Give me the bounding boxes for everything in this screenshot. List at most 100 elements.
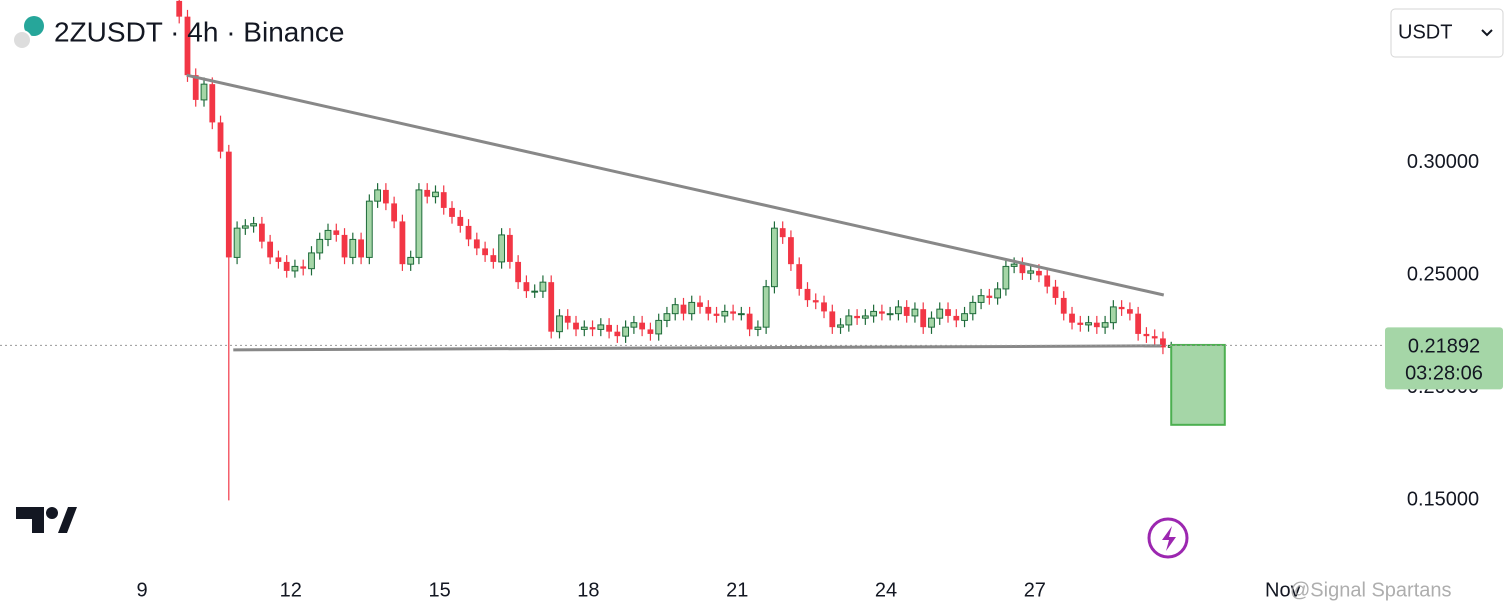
candle-body xyxy=(192,75,199,100)
candle-body xyxy=(886,313,894,316)
candle-body xyxy=(258,223,265,242)
currency-dropdown[interactable] xyxy=(1390,8,1504,58)
lightning-button[interactable] xyxy=(1147,517,1189,559)
x-tick-label: 15 xyxy=(428,579,450,601)
candle-body xyxy=(424,189,431,197)
last-price-label: 0.21892 xyxy=(1408,336,1480,358)
candle-body xyxy=(796,264,803,289)
overlay: 0.21892 03:28:06 @Signal Spartans xyxy=(0,73,1503,601)
x-tick-label: 18 xyxy=(577,579,599,601)
candle-body xyxy=(1127,309,1133,314)
candle-body xyxy=(705,306,712,314)
candle-body xyxy=(1160,338,1166,348)
candle-body xyxy=(523,282,530,292)
candle-body xyxy=(597,324,605,330)
candle-body xyxy=(482,248,488,256)
candle-body xyxy=(580,326,588,330)
candle-body xyxy=(283,261,290,271)
x-tick-label: 12 xyxy=(280,579,302,601)
candle-body xyxy=(697,302,703,307)
candle-body xyxy=(365,200,373,258)
candle-body xyxy=(647,329,654,334)
candle-body xyxy=(391,203,398,222)
candle-body xyxy=(407,256,415,265)
candle-body xyxy=(1036,270,1042,276)
candle-body xyxy=(928,317,935,328)
last-price-box xyxy=(1385,327,1503,390)
candle-body xyxy=(1093,322,1100,328)
dropdown-arrow xyxy=(1481,29,1493,37)
candle-body xyxy=(291,265,299,272)
candle-body xyxy=(1151,336,1158,339)
symbol-icon xyxy=(12,16,44,50)
candle-body xyxy=(870,310,878,317)
candle-body xyxy=(539,281,547,292)
candle-body xyxy=(994,288,1002,299)
x-tick-label: Nov xyxy=(1265,579,1301,601)
candle-body xyxy=(1002,265,1010,290)
candle-body xyxy=(333,230,340,235)
y-tick-label: 0.15000 xyxy=(1407,489,1479,511)
candle-body xyxy=(762,286,770,328)
x-tick-label: 27 xyxy=(1024,579,1046,601)
candle-body xyxy=(655,319,663,335)
candle-body xyxy=(498,234,506,263)
candle-body xyxy=(1085,322,1092,326)
candle-body xyxy=(564,315,571,323)
candle-body xyxy=(415,189,423,258)
countdown: 03:28:06 xyxy=(1405,363,1483,385)
candle-body xyxy=(217,122,224,152)
trendline xyxy=(186,73,1165,297)
candle-body xyxy=(861,315,869,319)
candle-body xyxy=(176,0,183,17)
candle-body xyxy=(977,295,985,303)
candle-body xyxy=(754,326,762,330)
candle-body xyxy=(399,221,406,265)
candle-body xyxy=(1010,263,1018,267)
candle-body xyxy=(556,315,563,333)
candle-body xyxy=(1044,275,1051,287)
candle-body xyxy=(275,257,282,262)
candle-body xyxy=(225,151,232,258)
candle-body xyxy=(713,313,720,316)
candle-body xyxy=(200,83,208,101)
candle-body xyxy=(1135,313,1142,334)
candle-body xyxy=(1101,322,1109,328)
candle-body xyxy=(374,189,382,202)
candle-body xyxy=(936,308,944,319)
candle-body xyxy=(779,228,786,238)
candle-body xyxy=(945,309,951,316)
candle-body xyxy=(680,304,687,314)
candle-body xyxy=(746,313,753,330)
candle-body xyxy=(531,290,539,293)
tradingview-logo xyxy=(16,507,77,533)
candle-body xyxy=(1060,297,1067,314)
candle-body xyxy=(250,223,258,227)
candle-body xyxy=(300,266,307,269)
candle-body xyxy=(812,300,819,303)
candle-body xyxy=(184,16,191,76)
candle-body xyxy=(1069,313,1075,323)
candle-body xyxy=(358,239,364,258)
candle-body xyxy=(737,313,745,316)
candle-body xyxy=(473,239,480,249)
coin-icon xyxy=(12,30,32,50)
y-tick-label: 0.25000 xyxy=(1407,264,1479,286)
candle-body xyxy=(233,227,241,258)
x-tick-label: 24 xyxy=(875,579,897,601)
candle-body xyxy=(895,306,902,315)
candle-body xyxy=(663,313,671,321)
candle-body xyxy=(986,295,993,298)
candle-body xyxy=(639,322,646,330)
candle-body xyxy=(854,315,860,319)
candle-body xyxy=(837,324,844,328)
candle-body xyxy=(316,238,324,254)
candle-body xyxy=(630,322,638,328)
candle-body xyxy=(804,288,811,301)
candle-body xyxy=(449,207,455,217)
plot-area: 0.300000.250000.200000.15000912151821242… xyxy=(136,0,1479,601)
candle-body xyxy=(209,84,216,123)
candle-body xyxy=(1143,333,1150,337)
candle-body xyxy=(961,313,968,321)
